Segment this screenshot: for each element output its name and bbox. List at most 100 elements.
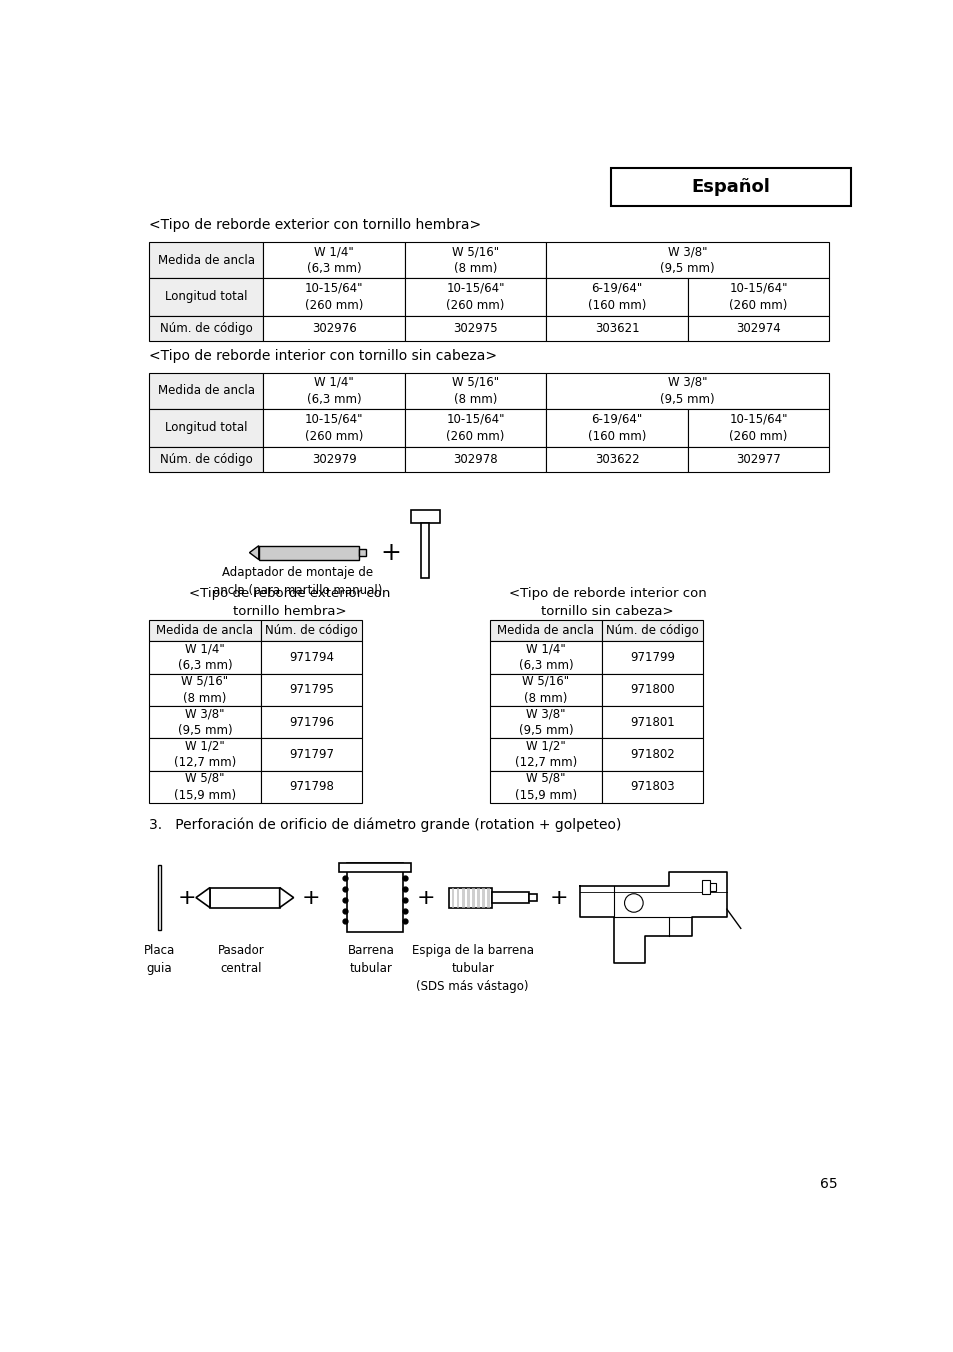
Bar (481, 887, 484, 907)
Bar (489, 673, 601, 706)
Bar (404, 242, 546, 277)
Bar (489, 738, 601, 771)
Text: 6-19/64"
(160 mm): 6-19/64" (160 mm) (587, 412, 645, 443)
Bar (149, 448, 263, 472)
Text: Medida de ancla: Medida de ancla (157, 254, 254, 266)
Bar (210, 887, 279, 907)
Bar (421, 523, 429, 579)
Bar (466, 887, 469, 907)
Text: Placa
guia: Placa guia (144, 944, 175, 975)
Text: W 5/8"
(15,9 mm): W 5/8" (15,9 mm) (173, 772, 235, 802)
Bar (149, 619, 261, 641)
Text: Medida de ancla: Medida de ancla (156, 623, 253, 637)
Text: W 1/4"
(6,3 mm): W 1/4" (6,3 mm) (518, 642, 573, 672)
Bar (149, 706, 261, 738)
Bar (709, 883, 716, 891)
Text: W 5/16"
(8 mm): W 5/16" (8 mm) (181, 675, 228, 704)
Bar (359, 549, 365, 557)
Bar (687, 277, 828, 316)
Bar (687, 408, 828, 448)
Text: W 5/16"
(8 mm): W 5/16" (8 mm) (522, 675, 569, 704)
Bar (404, 316, 546, 341)
Text: <Tipo de reborde exterior con
tornillo hembra>: <Tipo de reborde exterior con tornillo h… (189, 587, 390, 618)
Text: 302976: 302976 (312, 322, 356, 335)
Text: W 1/2"
(12,7 mm): W 1/2" (12,7 mm) (515, 740, 577, 769)
Bar (261, 641, 361, 673)
Bar (476, 887, 479, 907)
Bar (601, 738, 702, 771)
Text: W 1/4"
(6,3 mm): W 1/4" (6,3 mm) (177, 642, 232, 672)
Text: 10-15/64"
(260 mm): 10-15/64" (260 mm) (728, 412, 787, 443)
Text: 971801: 971801 (629, 715, 674, 729)
Bar (472, 887, 474, 907)
Bar (258, 546, 359, 560)
Bar (149, 641, 261, 673)
Bar (610, 168, 850, 206)
Text: 971795: 971795 (289, 683, 334, 696)
Text: 971800: 971800 (630, 683, 674, 696)
Text: 302977: 302977 (736, 453, 780, 466)
Text: W 3/8"
(9,5 mm): W 3/8" (9,5 mm) (659, 376, 715, 406)
Text: Medida de ancla: Medida de ancla (497, 623, 594, 637)
Bar (687, 316, 828, 341)
Text: 10-15/64"
(260 mm): 10-15/64" (260 mm) (446, 412, 504, 443)
Bar (489, 706, 601, 738)
Text: Español: Español (691, 178, 769, 196)
Text: W 5/16"
(8 mm): W 5/16" (8 mm) (452, 245, 498, 274)
Bar (601, 619, 702, 641)
Bar (263, 373, 404, 408)
Bar (404, 277, 546, 316)
Bar (149, 673, 261, 706)
Bar (261, 706, 361, 738)
Bar (546, 277, 687, 316)
Text: W 5/8"
(15,9 mm): W 5/8" (15,9 mm) (515, 772, 577, 802)
Text: <Tipo de reborde exterior con tornillo hembra>: <Tipo de reborde exterior con tornillo h… (149, 219, 480, 233)
Bar (449, 887, 492, 907)
Text: 302974: 302974 (736, 322, 780, 335)
Polygon shape (195, 887, 210, 907)
Text: 3.   Perforación de orificio de diámetro grande (rotation + golpeteo): 3. Perforación de orificio de diámetro g… (149, 817, 620, 831)
Text: W 5/16"
(8 mm): W 5/16" (8 mm) (452, 376, 498, 406)
Bar (261, 738, 361, 771)
Text: 65: 65 (820, 1178, 837, 1191)
Polygon shape (279, 887, 294, 907)
Text: Longitud total: Longitud total (165, 291, 247, 303)
Text: 303622: 303622 (594, 453, 639, 466)
Bar (489, 771, 601, 803)
Text: W 3/8"
(9,5 mm): W 3/8" (9,5 mm) (659, 245, 715, 274)
Bar (263, 316, 404, 341)
Text: Núm. de código: Núm. de código (265, 623, 357, 637)
Text: 971794: 971794 (289, 650, 334, 664)
Bar (404, 448, 546, 472)
Bar (492, 892, 529, 903)
Bar (546, 242, 828, 277)
Bar (149, 277, 263, 316)
Bar (410, 510, 439, 523)
Bar (149, 242, 263, 277)
Bar (149, 771, 261, 803)
Text: Adaptador de montaje de
ancla (para martillo manual): Adaptador de montaje de ancla (para mart… (213, 565, 382, 596)
Text: Núm. de código: Núm. de código (159, 322, 253, 335)
Bar (701, 880, 709, 894)
Text: W 1/4"
(6,3 mm): W 1/4" (6,3 mm) (307, 376, 361, 406)
Text: W 3/8"
(9,5 mm): W 3/8" (9,5 mm) (518, 707, 573, 737)
Bar (529, 894, 537, 902)
Text: +: + (177, 888, 195, 907)
Bar (601, 641, 702, 673)
Text: 10-15/64"
(260 mm): 10-15/64" (260 mm) (728, 283, 787, 312)
Bar (261, 619, 361, 641)
Text: 10-15/64"
(260 mm): 10-15/64" (260 mm) (305, 283, 363, 312)
Bar (261, 771, 361, 803)
Text: <Tipo de reborde interior con
tornillo sin cabeza>: <Tipo de reborde interior con tornillo s… (508, 587, 705, 618)
Bar (158, 865, 161, 930)
Bar (489, 641, 601, 673)
Text: 302979: 302979 (312, 453, 356, 466)
Text: Espiga de la barrena
tubular
(SDS más vástago): Espiga de la barrena tubular (SDS más vá… (411, 944, 533, 994)
Text: +: + (379, 541, 400, 565)
Bar (601, 673, 702, 706)
Text: +: + (416, 888, 435, 907)
Text: 6-19/64"
(160 mm): 6-19/64" (160 mm) (587, 283, 645, 312)
Bar (452, 887, 454, 907)
Text: 303621: 303621 (594, 322, 639, 335)
Bar (461, 887, 464, 907)
